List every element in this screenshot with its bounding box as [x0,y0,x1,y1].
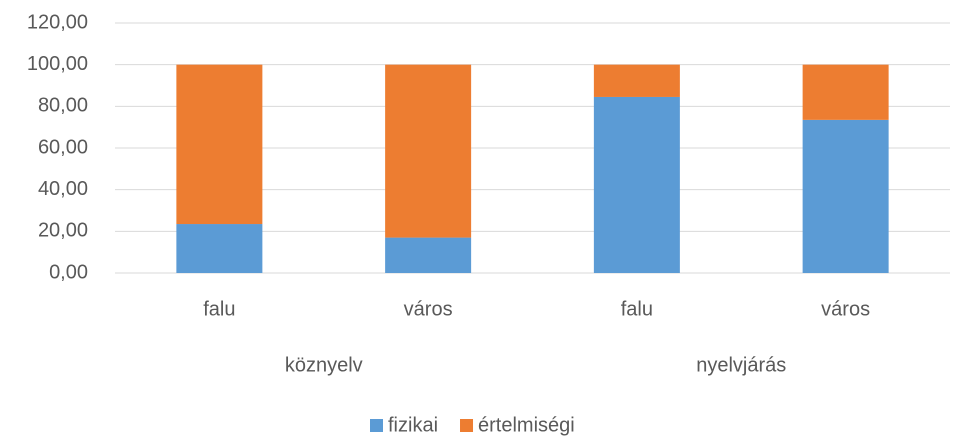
y-tick-label: 100,00 [27,53,88,75]
y-tick-label: 80,00 [38,95,88,117]
y-tick-label: 60,00 [38,136,88,158]
legend-label: fizikai [388,414,438,436]
y-tick-label: 40,00 [38,178,88,200]
bar-segment [802,64,889,120]
bar-segment [593,96,680,273]
y-tick-label: 20,00 [38,220,88,242]
group-label: nyelvjárás [696,354,786,376]
x-tick-label: falu [203,298,235,320]
bar-segment [176,224,263,273]
bar-segment [385,64,472,238]
bar-segment [802,119,889,273]
group-label: köznyelv [285,354,363,376]
legend-swatch [460,419,474,432]
bar-segment [593,64,680,97]
legend-label: értelmiségi [478,414,575,436]
x-tick-label: város [404,298,453,320]
y-tick-label: 120,00 [27,11,88,33]
bar-segment [385,237,472,273]
x-tick-label: falu [621,298,653,320]
bar-segment [176,64,263,225]
x-tick-label: város [821,298,870,320]
y-tick-label: 0,00 [49,261,88,283]
legend-swatch [370,419,383,432]
